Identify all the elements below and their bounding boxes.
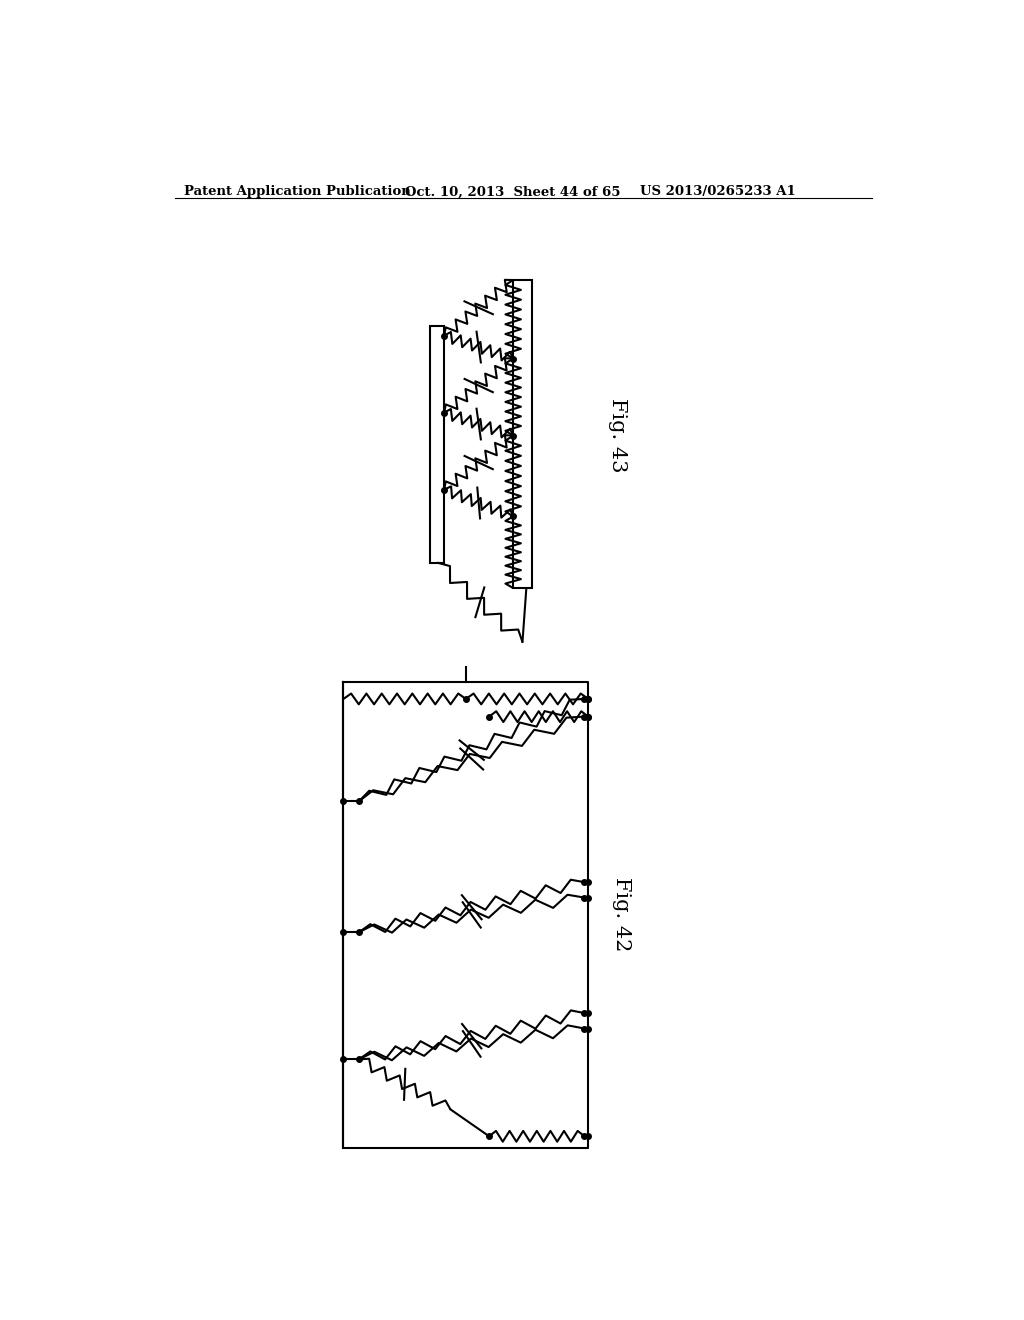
- Bar: [513, 280, 531, 589]
- Bar: [430, 326, 444, 562]
- Text: Patent Application Publication: Patent Application Publication: [183, 185, 411, 198]
- Text: Oct. 10, 2013  Sheet 44 of 65: Oct. 10, 2013 Sheet 44 of 65: [406, 185, 621, 198]
- Text: US 2013/0265233 A1: US 2013/0265233 A1: [640, 185, 796, 198]
- Text: Fig. 43: Fig. 43: [608, 399, 628, 473]
- Text: Fig. 42: Fig. 42: [612, 878, 632, 952]
